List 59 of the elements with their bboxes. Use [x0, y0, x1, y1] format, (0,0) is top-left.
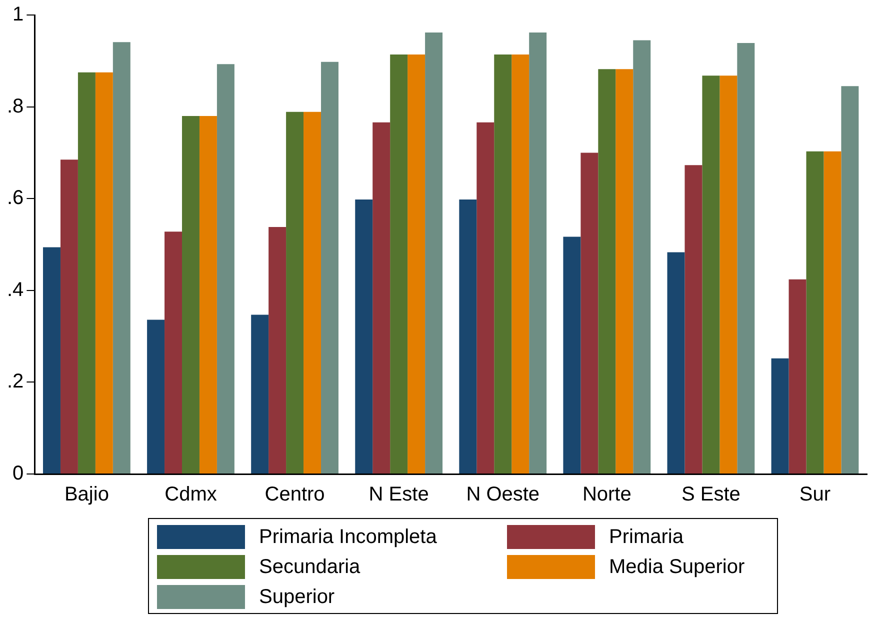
- bar: [112, 42, 130, 474]
- legend-label: Superior: [259, 586, 335, 608]
- bar: [372, 122, 390, 474]
- bar: [355, 200, 373, 474]
- bar: [390, 54, 408, 474]
- bar: [95, 72, 113, 474]
- y-tick-label: .8: [6, 95, 24, 118]
- x-tick-label: S Este: [681, 484, 740, 506]
- bar: [737, 43, 755, 474]
- bar: [616, 69, 634, 474]
- bar: [60, 160, 78, 474]
- legend-label: Primaria: [609, 526, 684, 548]
- bar: [425, 32, 443, 474]
- bar: [529, 32, 547, 474]
- bar: [268, 227, 286, 474]
- bar: [580, 152, 598, 474]
- bar: [216, 64, 234, 474]
- bar: [667, 252, 685, 474]
- bar: [286, 112, 304, 474]
- bar: [182, 116, 200, 474]
- x-tick-label: N Este: [368, 484, 429, 506]
- bar: [563, 236, 581, 474]
- bar: [476, 122, 494, 474]
- bar: [147, 320, 165, 474]
- y-tick-label: 0: [12, 462, 24, 485]
- bar: [684, 165, 702, 474]
- bar: [43, 247, 60, 474]
- legend-label: Media Superior: [609, 556, 745, 578]
- bar: [164, 232, 182, 474]
- bar: [598, 69, 616, 474]
- y-tick-label: 1: [12, 4, 24, 26]
- bar: [459, 200, 477, 474]
- bar: [251, 314, 269, 474]
- bar: [702, 76, 720, 474]
- x-tick-label: Sur: [799, 484, 831, 506]
- legend-label: Secundaria: [259, 556, 360, 578]
- bar: [321, 62, 338, 474]
- x-tick-label: Cdmx: [164, 484, 217, 506]
- bar: [824, 151, 842, 474]
- bar: [806, 151, 824, 474]
- bar: [494, 54, 512, 474]
- x-tick-label: Bajio: [64, 484, 109, 506]
- y-tick-label: .6: [6, 187, 24, 210]
- y-tick-label: .4: [6, 278, 24, 301]
- y-tick-label: .2: [6, 370, 24, 393]
- x-tick-label: N Oeste: [466, 484, 540, 506]
- legend-label: Primaria Incompleta: [259, 526, 437, 548]
- bar: [78, 72, 96, 474]
- bar: [633, 40, 651, 474]
- bar: [771, 358, 789, 474]
- bar: [304, 112, 321, 474]
- bar: [512, 54, 530, 474]
- bar: [408, 54, 426, 474]
- x-tick-label: Centro: [264, 484, 325, 506]
- bar: [199, 116, 217, 474]
- bar: [788, 279, 806, 474]
- bar: [720, 76, 738, 474]
- bar: [841, 86, 859, 474]
- x-tick-label: Norte: [582, 484, 632, 506]
